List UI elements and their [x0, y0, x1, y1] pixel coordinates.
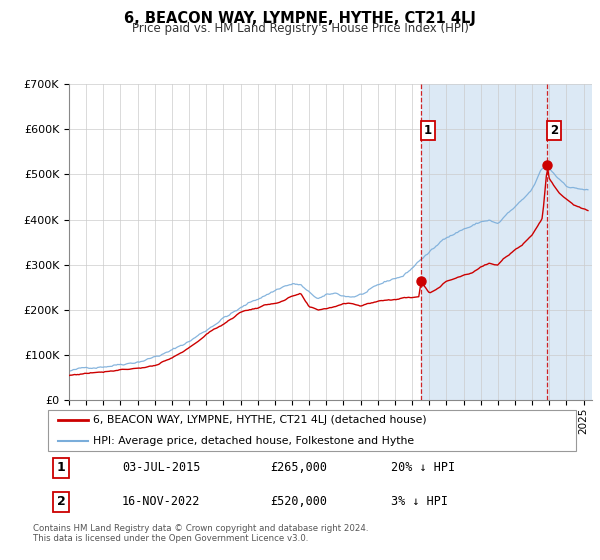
Text: 20% ↓ HPI: 20% ↓ HPI [391, 461, 455, 474]
Text: £520,000: £520,000 [270, 496, 327, 508]
Text: HPI: Average price, detached house, Folkestone and Hythe: HPI: Average price, detached house, Folk… [93, 436, 414, 446]
Text: 1: 1 [424, 124, 432, 137]
Text: 16-NOV-2022: 16-NOV-2022 [122, 496, 200, 508]
Text: 3% ↓ HPI: 3% ↓ HPI [391, 496, 448, 508]
Text: Price paid vs. HM Land Registry's House Price Index (HPI): Price paid vs. HM Land Registry's House … [131, 22, 469, 35]
Text: 2: 2 [550, 124, 558, 137]
Text: 2: 2 [57, 496, 65, 508]
FancyBboxPatch shape [48, 410, 576, 451]
Text: Contains HM Land Registry data © Crown copyright and database right 2024.
This d: Contains HM Land Registry data © Crown c… [33, 524, 368, 543]
Text: 03-JUL-2015: 03-JUL-2015 [122, 461, 200, 474]
Bar [421, 84, 592, 400]
Text: 1: 1 [57, 461, 65, 474]
Text: £265,000: £265,000 [270, 461, 327, 474]
Text: 6, BEACON WAY, LYMPNE, HYTHE, CT21 4LJ: 6, BEACON WAY, LYMPNE, HYTHE, CT21 4LJ [124, 11, 476, 26]
Text: 6, BEACON WAY, LYMPNE, HYTHE, CT21 4LJ (detached house): 6, BEACON WAY, LYMPNE, HYTHE, CT21 4LJ (… [93, 415, 427, 425]
